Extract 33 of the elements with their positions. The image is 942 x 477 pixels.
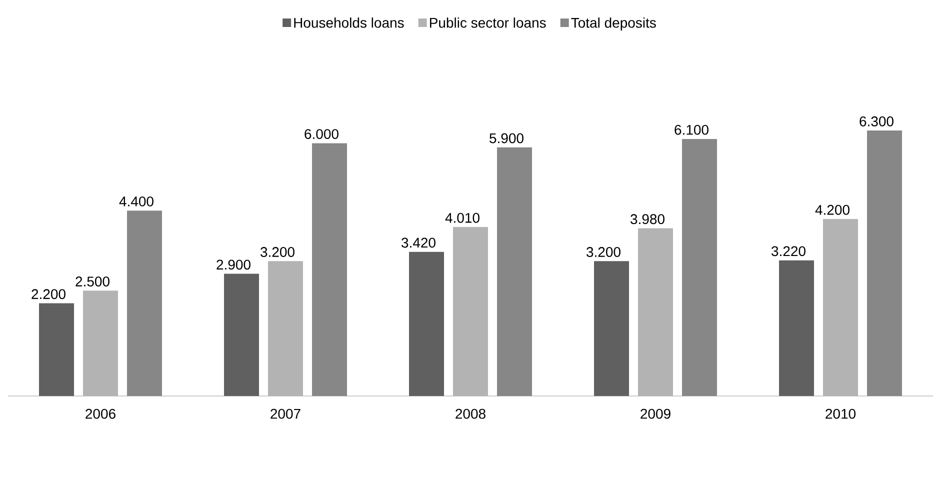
bar: [779, 260, 814, 396]
x-tick-label: 2010: [826, 408, 856, 419]
data-label: 3.420: [402, 238, 436, 248]
data-label: 4.400: [119, 196, 154, 206]
bar: [268, 261, 304, 396]
data-label: 3.220: [772, 246, 806, 256]
data-label: 3.200: [260, 247, 294, 257]
bar: [39, 303, 74, 396]
data-label: 2.200: [32, 289, 66, 300]
legend-label: Public sector loans: [430, 17, 546, 28]
data-label: 4.010: [445, 212, 480, 223]
bar: [453, 227, 488, 396]
x-tick-label: 2009: [640, 408, 670, 419]
data-label: 6.300: [860, 116, 894, 126]
x-tick-label: 2007: [270, 408, 300, 419]
legend-label: Households loans: [294, 17, 404, 28]
data-label: 2.900: [216, 260, 250, 270]
legend-label: Total deposits: [571, 17, 656, 31]
bar: [224, 274, 260, 396]
data-label: 6.000: [304, 129, 338, 139]
data-label: 6.100: [674, 124, 708, 135]
x-tick-label: 2006: [86, 408, 116, 419]
data-label: 5.900: [490, 133, 524, 144]
bar: [823, 219, 858, 396]
x-tick-label: 2008: [456, 408, 486, 419]
bar: [594, 261, 630, 396]
bar: [638, 228, 674, 396]
data-label: 2.500: [76, 276, 110, 286]
data-label: 3.200: [586, 247, 620, 257]
data-label: 3.980: [630, 214, 664, 224]
bar: [83, 290, 118, 396]
data-label: 4.200: [815, 204, 850, 215]
bar: [409, 252, 444, 396]
